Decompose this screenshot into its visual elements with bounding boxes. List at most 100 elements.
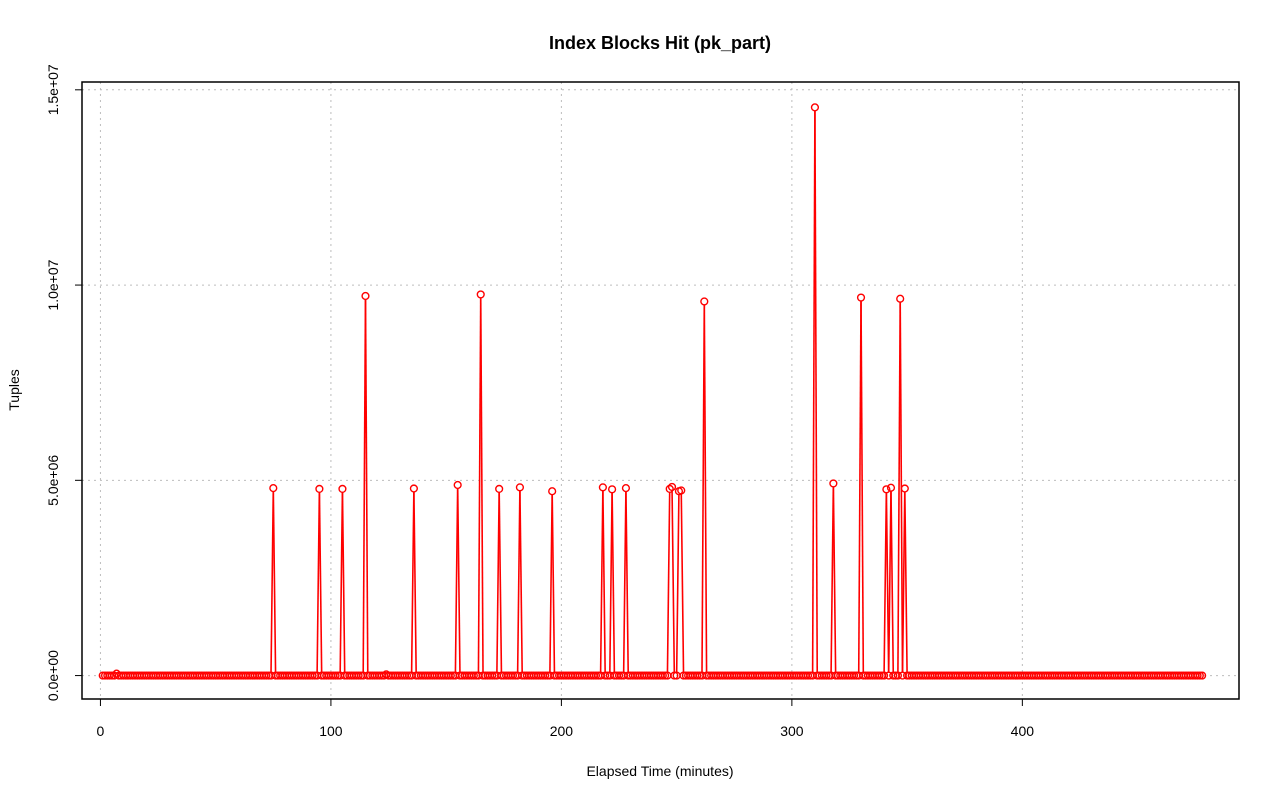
data-point: [1195, 671, 1204, 680]
series-line-segment: [671, 490, 676, 673]
series-line-segment: [832, 486, 837, 673]
data-point: [402, 671, 412, 680]
data-point: [488, 671, 497, 680]
data-point: [409, 484, 418, 493]
data-point: [886, 483, 896, 492]
data-point: [893, 671, 902, 680]
data-point: [889, 671, 898, 680]
data-point: [508, 671, 518, 680]
data-point: [822, 671, 831, 680]
data-point: [331, 671, 340, 680]
data-point: [621, 484, 631, 493]
data-point: [670, 671, 679, 680]
data-point: [308, 671, 317, 680]
data-point: [338, 484, 347, 494]
data-point: [856, 293, 866, 302]
data-point: [495, 484, 504, 494]
data-point: [693, 671, 702, 680]
data-point: [667, 482, 677, 492]
data-point: [515, 483, 525, 492]
data-point: [875, 671, 884, 680]
series-line-segment: [516, 490, 521, 673]
series-line-segment: [860, 301, 865, 673]
data-point: [541, 671, 550, 680]
data-point: [354, 671, 363, 680]
data-point: [614, 671, 624, 680]
series-line-segment: [611, 492, 616, 673]
data-point: [1193, 671, 1202, 680]
series-line-segment: [339, 492, 344, 673]
series-line-segment: [456, 488, 461, 673]
data-point: [882, 485, 891, 494]
data-point: [658, 671, 667, 680]
series-line-segment: [551, 494, 556, 673]
x-tick-label: 400: [1011, 723, 1035, 739]
x-axis-label: Elapsed Time (minutes): [586, 763, 733, 779]
series-line-segment: [479, 297, 484, 673]
data-point: [665, 484, 674, 494]
series-line-segment: [602, 490, 606, 673]
data-point: [850, 671, 859, 680]
series-line-segment: [498, 492, 503, 673]
y-tick-label: 1.0e+07: [45, 259, 61, 310]
data-point: [361, 291, 370, 301]
data-point: [700, 297, 709, 306]
data-point: [607, 485, 617, 494]
series-line-segment: [413, 492, 417, 673]
data-point: [598, 483, 607, 492]
y-tick-label: 1.5e+07: [45, 64, 61, 115]
series-line-segment: [680, 493, 685, 673]
x-axis: 0 100 200 300 400: [97, 699, 1035, 739]
data-point: [315, 484, 324, 494]
series-line-segment: [454, 488, 459, 673]
x-tick-label: 0: [97, 723, 105, 739]
series-line-segment: [410, 492, 415, 673]
series-line-segment: [519, 490, 523, 673]
series-line-segment: [625, 491, 629, 673]
series-line-segment: [830, 486, 835, 673]
y-axis: 0.0e+00 5.0e+06 1.0e+07 1.5e+07: [45, 64, 82, 701]
data-point: [262, 671, 271, 680]
series-line-segment: [549, 494, 553, 673]
series-line-segment: [364, 299, 369, 673]
data-point: [900, 484, 909, 493]
series-line-segment: [318, 492, 323, 673]
data-point: [269, 484, 278, 493]
series-line-segment: [887, 491, 892, 673]
y-axis-label: Tuples: [6, 369, 22, 411]
series-line-segment: [814, 110, 819, 673]
data-point: [469, 671, 478, 680]
data-point: [677, 486, 686, 495]
series-line-segment: [901, 492, 906, 673]
data-point: [548, 487, 557, 496]
data-point: [661, 671, 670, 680]
data-point: [803, 671, 813, 680]
series-line-segment: [341, 492, 346, 673]
series-line-segment: [599, 490, 604, 673]
data-point: [601, 671, 610, 680]
data-point: [1198, 671, 1207, 680]
series-line-segment: [890, 491, 895, 673]
data-point: [879, 671, 889, 680]
series-line-segment: [622, 491, 627, 673]
grid: [82, 82, 1239, 699]
series-line-segment: [496, 492, 500, 673]
series-line-segment: [666, 492, 671, 673]
series-line-segment: [675, 494, 680, 673]
plot-frame: [81, 81, 1240, 700]
series-line-segment: [270, 491, 275, 673]
data-point: [810, 103, 820, 112]
series-line-segment: [885, 492, 890, 673]
data-point: [446, 671, 455, 680]
y-tick-label: 5.0e+06: [45, 455, 61, 506]
data-point: [453, 480, 462, 490]
series-line-segment: [316, 492, 321, 673]
series-line-segment: [883, 492, 888, 673]
y-tick-label: 0.0e+00: [45, 650, 61, 701]
series-line-segment: [272, 491, 277, 673]
series-tuples: [98, 103, 1207, 680]
chart-title: Index Blocks Hit (pk_part): [549, 33, 771, 53]
data-point: [591, 671, 601, 680]
series-line-segment: [609, 492, 613, 673]
